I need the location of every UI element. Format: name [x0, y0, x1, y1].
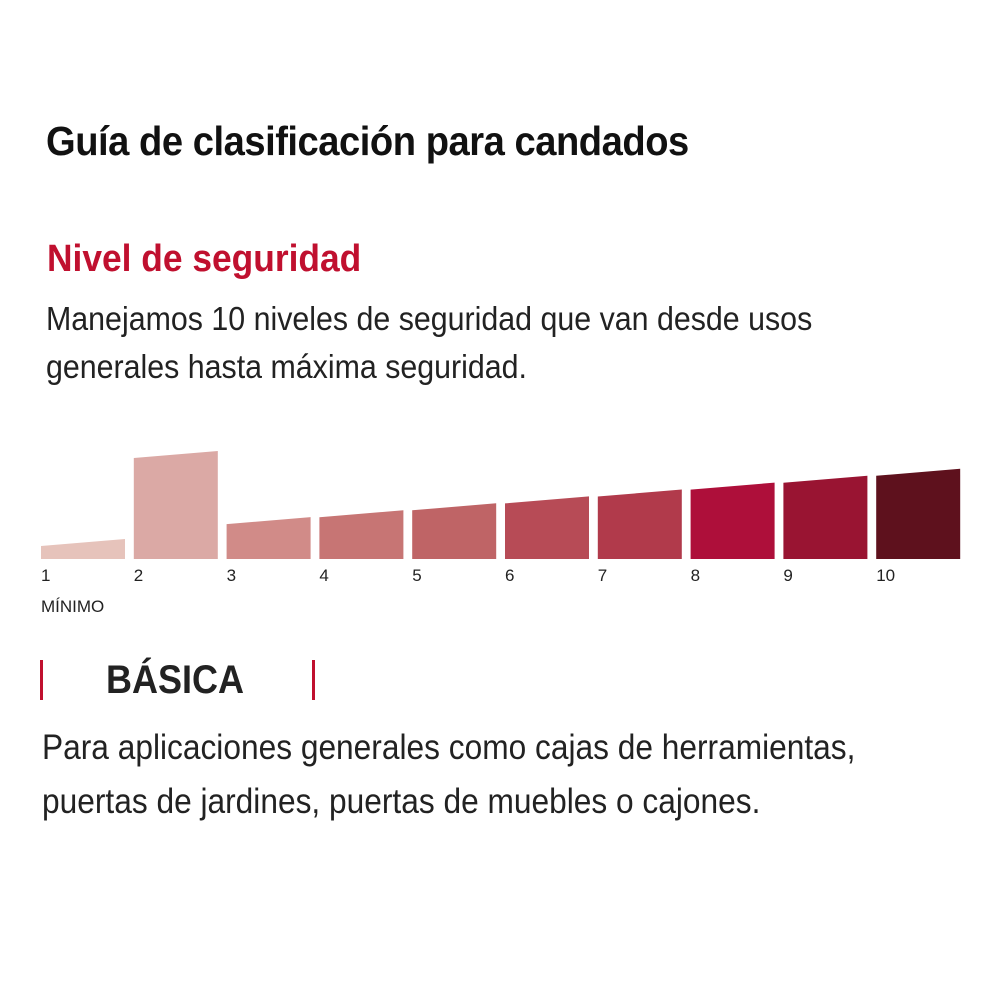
level-bar-9 — [783, 475, 868, 559]
level-bar-3 — [226, 517, 311, 559]
level-bar-4 — [319, 510, 404, 559]
level-bar-7 — [597, 489, 682, 559]
section-description-line: generales hasta máxima seguridad. — [46, 348, 527, 385]
section-heading: Nivel de seguridad — [47, 238, 362, 280]
section-description-line: Manejamos 10 niveles de seguridad que va… — [46, 300, 813, 337]
level-label: 6 — [505, 566, 515, 585]
level-bar-10 — [876, 468, 961, 559]
category-right-marker — [312, 660, 315, 700]
level-label: 10 — [876, 566, 896, 585]
category-description-line: puertas de jardines, puertas de muebles … — [42, 782, 761, 821]
level-label: 8 — [690, 566, 701, 585]
level-label: 2 — [133, 566, 144, 585]
security-level-scale — [41, 451, 961, 559]
page-title: Guía de clasificación para candados — [46, 118, 689, 164]
category-name: BÁSICA — [106, 658, 245, 702]
level-bar-1 — [41, 539, 125, 559]
level-label: 1 — [41, 566, 51, 585]
level-label: 5 — [412, 566, 422, 585]
category-description-line: Para aplicaciones generales como cajas d… — [42, 728, 856, 767]
minimum-label: MÍNIMO — [41, 597, 105, 616]
level-bar-8 — [690, 482, 775, 559]
level-bar-2 — [133, 451, 218, 559]
level-label: 4 — [319, 566, 329, 585]
level-bar-5 — [412, 503, 497, 559]
level-label: 9 — [783, 566, 793, 585]
level-label: 7 — [597, 566, 608, 585]
category-left-marker — [40, 660, 43, 700]
level-label: 3 — [226, 566, 237, 585]
level-bar-6 — [505, 496, 589, 559]
